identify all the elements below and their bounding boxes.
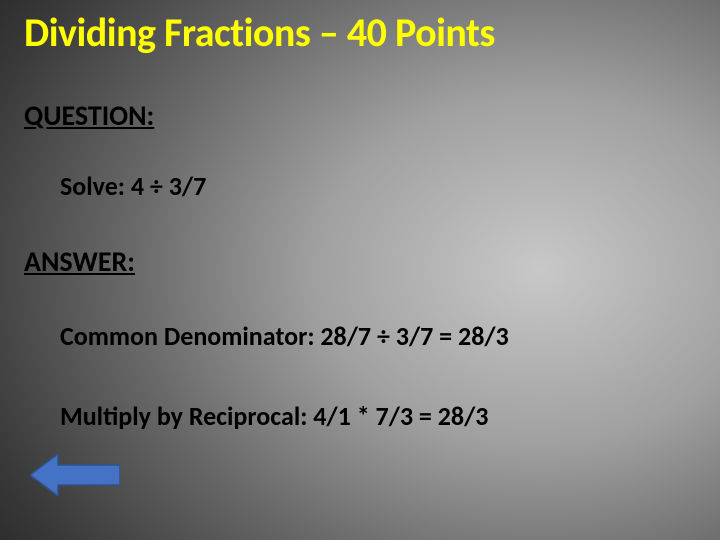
answer-label: ANSWER: xyxy=(24,244,135,279)
slide-container: Dividing Fractions – 40 Points QUESTION:… xyxy=(0,0,720,540)
question-label: QUESTION: xyxy=(24,98,154,133)
question-text: Solve: 4 ÷ 3/7 xyxy=(60,170,206,202)
answer-line-2: Multiply by Reciprocal: 4/1 * 7/3 = 28/3 xyxy=(60,400,488,432)
slide-title: Dividing Fractions – 40 Points xyxy=(24,8,696,57)
answer-line-1: Common Denominator: 28/7 ÷ 3/7 = 28/3 xyxy=(60,320,509,352)
back-arrow-icon[interactable] xyxy=(30,454,120,496)
